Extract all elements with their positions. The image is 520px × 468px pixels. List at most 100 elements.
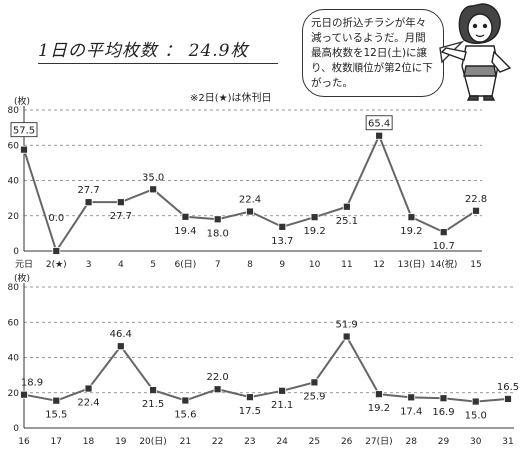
x-tick-label: 28 xyxy=(405,437,417,447)
data-point xyxy=(472,206,480,215)
x-tick-label: 13(日) xyxy=(398,259,425,270)
data-point xyxy=(181,212,190,221)
data-label: 16.9 xyxy=(432,407,454,418)
data-label-box xyxy=(10,122,38,138)
data-label: 18.9 xyxy=(21,378,43,389)
data-label: 35.0 xyxy=(142,172,164,183)
data-point xyxy=(116,198,125,207)
data-point xyxy=(342,202,351,211)
x-tick-label: 5 xyxy=(150,260,156,270)
data-label: 22.4 xyxy=(77,398,99,409)
data-label: 13.7 xyxy=(271,236,293,247)
y-tick-label: 60 xyxy=(8,318,20,328)
woman-pointing-illustration xyxy=(440,3,512,101)
data-label: 21.5 xyxy=(142,399,164,410)
data-label: 21.1 xyxy=(271,400,293,411)
data-point xyxy=(278,222,287,231)
data-point xyxy=(84,198,93,207)
data-point xyxy=(310,213,319,222)
data-label: 18.0 xyxy=(207,228,229,239)
data-label: 19.4 xyxy=(174,226,196,237)
x-tick-label: 7 xyxy=(215,260,221,270)
x-tick-label: 30 xyxy=(470,437,482,447)
x-tick-label: 21 xyxy=(180,437,191,447)
y-tick-label: 0 xyxy=(13,247,19,257)
x-tick-label: 17 xyxy=(51,437,62,447)
data-point xyxy=(149,185,158,194)
x-tick-label: 23 xyxy=(244,437,255,447)
x-tick-label: 24 xyxy=(276,437,288,447)
data-label: 15.5 xyxy=(45,410,67,421)
data-label: 46.4 xyxy=(110,329,132,340)
data-label: 22.8 xyxy=(465,194,487,205)
x-tick-label: 25 xyxy=(309,437,320,447)
data-point xyxy=(149,386,157,395)
y-tick-label: 20 xyxy=(8,212,20,222)
data-point xyxy=(52,396,61,405)
x-tick-label: 元日 xyxy=(15,259,33,270)
data-label: 25.9 xyxy=(303,391,325,402)
x-tick-label: 20(日) xyxy=(139,436,166,447)
data-label: 22.4 xyxy=(239,195,261,206)
data-point xyxy=(407,393,416,402)
y-tick-label: 80 xyxy=(8,106,20,116)
data-point xyxy=(116,342,125,351)
y-axis-label: (枚) xyxy=(14,272,30,284)
x-tick-label: 4 xyxy=(118,260,124,270)
data-point xyxy=(439,394,448,403)
data-label: 27.7 xyxy=(110,211,132,222)
x-tick-label: 14(祝) xyxy=(430,258,457,270)
x-tick-label: 12 xyxy=(373,260,384,270)
y-tick-label: 80 xyxy=(8,283,20,293)
data-point xyxy=(375,390,383,399)
x-tick-label: 11 xyxy=(341,260,352,270)
data-point xyxy=(84,384,93,393)
data-point xyxy=(20,145,28,154)
data-point xyxy=(246,207,254,216)
data-point xyxy=(310,378,319,387)
data-label: 51.9 xyxy=(336,320,358,331)
y-tick-label: 0 xyxy=(13,424,19,434)
data-point xyxy=(20,390,28,399)
x-tick-label: 27(日) xyxy=(365,436,392,447)
page-title: 1日の平均枚数 ： 24.9枚 xyxy=(38,36,278,64)
y-tick-label: 60 xyxy=(8,141,20,151)
y-tick-label: 40 xyxy=(8,354,20,364)
chart-top: 0 20 40 60 80(枚) 元日 2(★) 3 4 5 6(日) 7 8 9 10 11 12 13(日) 1… xyxy=(8,95,488,270)
data-point xyxy=(181,396,190,405)
x-tick-label: 26 xyxy=(341,437,353,447)
data-label: 27.7 xyxy=(77,185,99,196)
x-tick-label: 16 xyxy=(18,437,30,447)
x-tick-label: 8 xyxy=(247,260,253,270)
data-label: 10.7 xyxy=(433,241,455,252)
data-point xyxy=(407,213,416,222)
chart-bottom: 0 20 40 60 80(枚) 16 17 18 19 20(日) 21 22 23 24 25 26 27(… xyxy=(8,272,520,447)
data-label: 57.5 xyxy=(13,126,35,137)
y-tick-label: 40 xyxy=(8,177,20,187)
data-point xyxy=(213,385,222,394)
data-point xyxy=(52,247,61,255)
x-tick-label: 31 xyxy=(502,437,513,447)
data-point xyxy=(245,393,254,402)
data-point xyxy=(439,228,448,237)
data-label: 22.0 xyxy=(206,372,228,383)
x-tick-label: 10 xyxy=(309,260,321,270)
data-point xyxy=(278,386,287,395)
y-axis-label: (枚) xyxy=(14,95,30,107)
data-point xyxy=(504,395,512,403)
data-label: 17.4 xyxy=(400,406,422,417)
series-line xyxy=(23,334,509,403)
y-tick-label: 20 xyxy=(8,389,20,399)
x-tick-label: 6(日) xyxy=(175,259,197,270)
data-label: 15.0 xyxy=(465,411,487,422)
data-label: 19.2 xyxy=(303,226,325,237)
x-tick-label: 15 xyxy=(470,260,481,270)
data-label: 25.1 xyxy=(336,216,358,227)
data-label: 19.2 xyxy=(400,226,422,237)
data-label: 15.6 xyxy=(174,410,196,421)
x-tick-label: 29 xyxy=(438,437,450,447)
chart-note: ※2日(★)は休刊日 xyxy=(190,92,272,104)
data-label: 65.4 xyxy=(368,119,390,130)
x-tick-label: 3 xyxy=(86,260,92,270)
